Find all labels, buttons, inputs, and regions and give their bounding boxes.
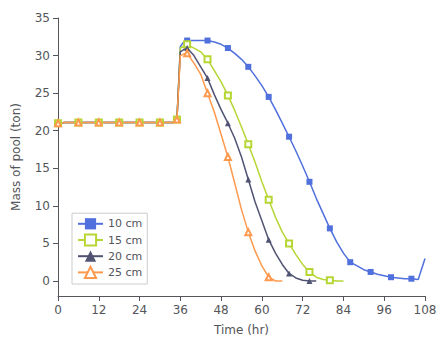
- svg-text:Mass of pool (ton): Mass of pool (ton): [9, 103, 23, 211]
- svg-text:25: 25: [35, 86, 50, 100]
- svg-text:15: 15: [35, 161, 50, 175]
- svg-text:36: 36: [173, 303, 188, 317]
- svg-text:25 cm: 25 cm: [108, 266, 142, 279]
- svg-text:15 cm: 15 cm: [108, 234, 142, 247]
- svg-text:35: 35: [35, 11, 50, 25]
- svg-text:12: 12: [91, 303, 106, 317]
- svg-text:48: 48: [213, 303, 228, 317]
- svg-text:20 cm: 20 cm: [108, 250, 142, 263]
- svg-text:84: 84: [336, 303, 351, 317]
- svg-text:30: 30: [35, 49, 50, 63]
- svg-text:108: 108: [414, 303, 437, 317]
- svg-text:10: 10: [35, 199, 50, 213]
- svg-text:96: 96: [377, 303, 392, 317]
- svg-text:Time (hr): Time (hr): [213, 323, 269, 337]
- svg-text:5: 5: [42, 236, 50, 250]
- svg-text:20: 20: [35, 124, 50, 138]
- svg-text:0: 0: [42, 274, 50, 288]
- svg-text:72: 72: [295, 303, 310, 317]
- svg-text:24: 24: [132, 303, 147, 317]
- svg-text:0: 0: [54, 303, 62, 317]
- svg-text:10 cm: 10 cm: [108, 217, 142, 230]
- svg-text:60: 60: [254, 303, 269, 317]
